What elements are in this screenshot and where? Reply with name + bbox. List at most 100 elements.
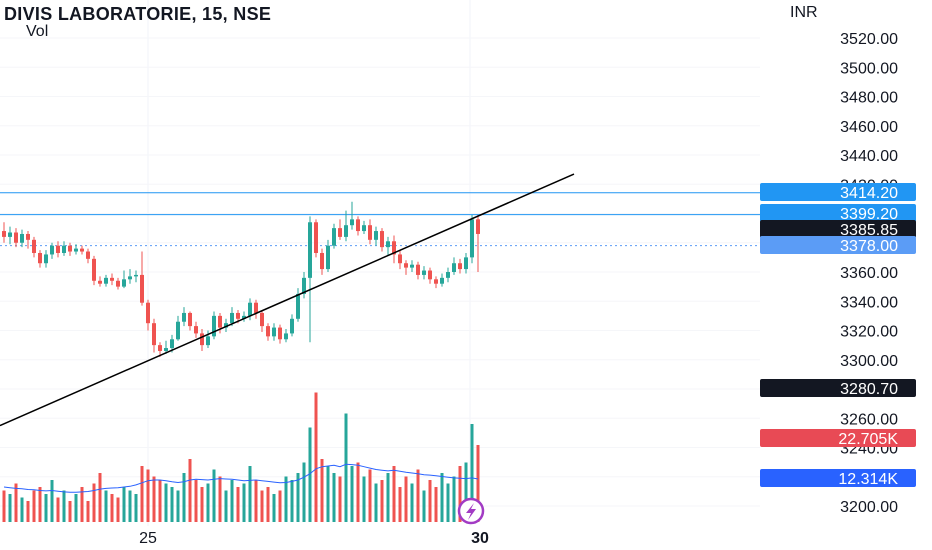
volume-bar	[428, 480, 432, 522]
candle-body	[44, 254, 48, 264]
candle-body	[428, 270, 432, 280]
volume-bar	[140, 466, 144, 522]
volume-bar	[374, 483, 378, 522]
candle-body	[272, 327, 276, 337]
y-axis-tick-label: 3320.00	[840, 324, 898, 341]
volume-bar	[32, 490, 36, 522]
candle-body	[8, 232, 12, 237]
volume-bar	[128, 490, 132, 522]
candle-body	[284, 333, 288, 340]
price-label-text: 3378.00	[840, 238, 898, 255]
candle-body	[14, 232, 18, 243]
volume-bar	[56, 497, 60, 522]
candle-body	[266, 326, 270, 337]
candle-body	[290, 318, 294, 334]
volume-bar	[146, 469, 150, 522]
volume-bar	[308, 427, 312, 522]
candle-body	[374, 231, 378, 240]
volume-bar	[350, 466, 354, 522]
volume-bar	[176, 490, 180, 522]
volume-bar	[110, 494, 114, 522]
y-axis-tick-label: 3520.00	[840, 31, 898, 48]
candle-body	[302, 277, 306, 294]
volume-bar	[14, 483, 18, 522]
candle-body	[236, 312, 240, 319]
candle-body	[26, 233, 30, 240]
volume-bar	[44, 494, 48, 522]
volume-bar	[476, 445, 480, 522]
candle-body	[176, 321, 180, 340]
volume-bar	[86, 501, 90, 522]
candle-body	[464, 257, 468, 270]
trendline[interactable]	[0, 173, 575, 427]
volume-bar	[284, 476, 288, 522]
candle-body	[422, 270, 426, 275]
candle-body	[398, 254, 402, 264]
price-label-text: 3414.20	[840, 185, 898, 202]
volume-bar	[422, 490, 426, 522]
candle-body	[332, 228, 336, 246]
volume-bar	[362, 476, 366, 522]
candle-body	[56, 245, 60, 253]
candle-body	[194, 326, 198, 334]
candle-body	[80, 248, 84, 252]
volume-bar	[260, 490, 264, 522]
candle-body	[20, 233, 24, 243]
volume-bar	[68, 501, 72, 522]
volume-bar	[290, 480, 294, 522]
price-label-text: 12.314K	[838, 471, 898, 488]
volume-bar	[386, 473, 390, 522]
volume-bar	[98, 473, 102, 522]
y-axis-tick-label: 3340.00	[840, 294, 898, 311]
volume-ma-line	[3, 463, 479, 493]
candle-body	[170, 339, 174, 349]
candle-body	[296, 293, 300, 319]
volume-bar	[392, 466, 396, 522]
candle-body	[158, 345, 162, 351]
candle-body	[326, 245, 330, 270]
volume-bar	[38, 487, 42, 522]
candle-body	[404, 263, 408, 268]
volume-bar	[170, 487, 174, 522]
price-label-dotted-level	[760, 236, 916, 254]
volume-bar	[302, 462, 306, 522]
volume-bar	[74, 494, 78, 522]
price-label-volume-current	[760, 429, 916, 447]
volume-bar	[224, 490, 228, 522]
y-axis-tick-label: 3360.00	[840, 265, 898, 282]
volume-bar	[242, 483, 246, 522]
candle-body	[368, 225, 372, 240]
volume-bar	[212, 469, 216, 522]
volume-bar	[452, 476, 456, 522]
volume-bar	[458, 466, 462, 522]
volume-bar	[326, 466, 330, 522]
candle-body	[50, 245, 54, 255]
y-axis-tick-label: 3500.00	[840, 60, 898, 77]
volume-bar	[332, 473, 336, 522]
volume-bar	[92, 483, 96, 522]
candle-body	[254, 302, 258, 313]
candle-body	[356, 219, 360, 232]
volume-bar	[416, 469, 420, 522]
y-axis-tick-label: 3200.00	[840, 499, 898, 516]
price-label-text: 3399.20	[840, 206, 898, 223]
candle-body	[86, 251, 90, 259]
candle-body	[380, 231, 384, 248]
candle-body	[386, 241, 390, 248]
volume-bar	[344, 413, 348, 522]
volume-bar	[158, 480, 162, 522]
volume-bar	[218, 476, 222, 522]
candle-body	[242, 315, 246, 319]
volume-bar	[152, 476, 156, 522]
volume-bar	[320, 459, 324, 522]
volume-bar	[164, 483, 168, 522]
volume-bar	[248, 466, 252, 522]
price-label-resistance-upper	[760, 183, 916, 201]
candle-body	[278, 327, 282, 340]
candle-body	[32, 239, 36, 253]
volume-bar	[380, 480, 384, 522]
price-label-text: 22.705K	[838, 431, 898, 448]
volume-bar	[206, 483, 210, 522]
volume-bar	[230, 480, 234, 522]
